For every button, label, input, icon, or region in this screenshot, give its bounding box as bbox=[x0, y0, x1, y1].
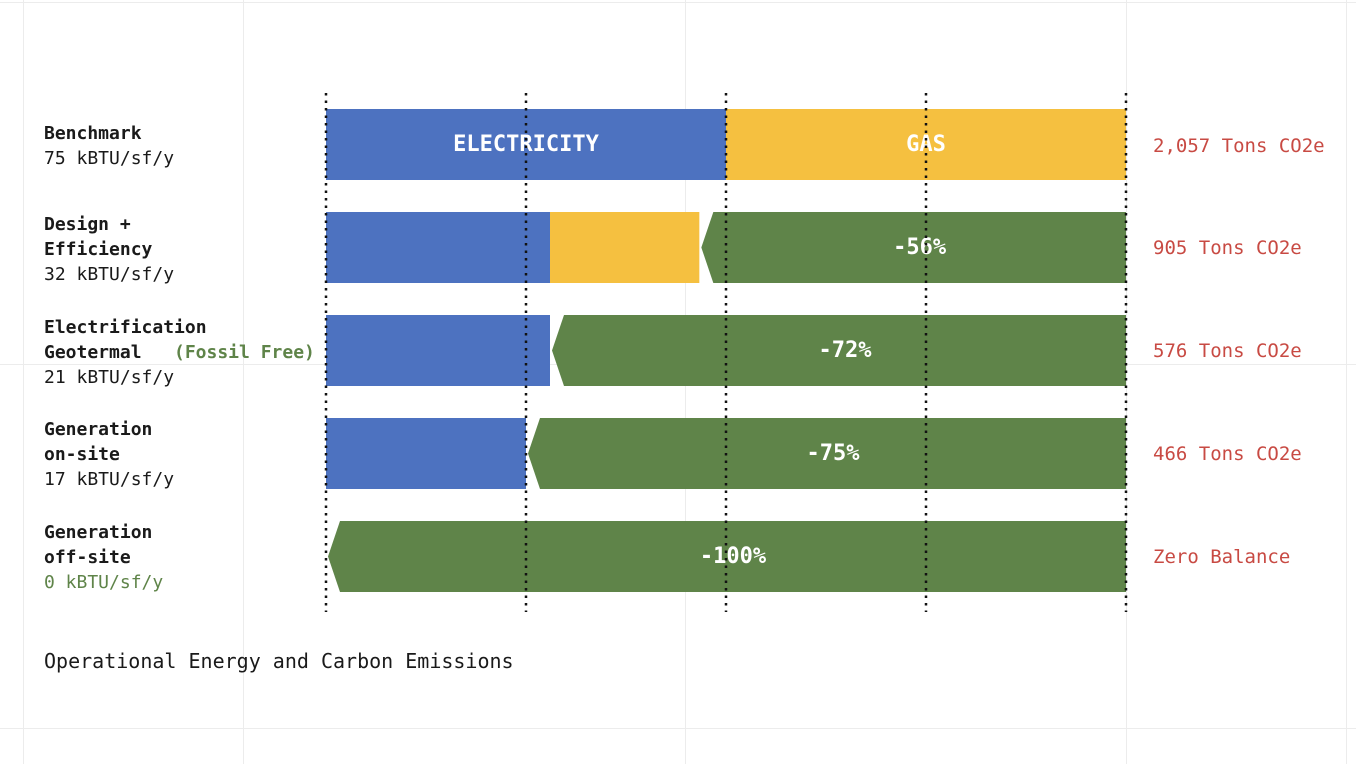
background-grid-line bbox=[243, 0, 244, 764]
electricity-bar bbox=[326, 315, 550, 386]
reduction-percent-label: -72% bbox=[819, 338, 873, 363]
reduction-arrow-bar bbox=[552, 315, 1126, 386]
emissions-label: 2,057 Tons CO2e bbox=[1153, 135, 1325, 157]
gas-segment-label: GAS bbox=[906, 132, 946, 157]
reduction-percent-label: -100% bbox=[700, 544, 767, 569]
fossil-free-note: (Fossil Free) bbox=[174, 342, 315, 363]
background-grid-line bbox=[0, 728, 1356, 729]
emissions-label: 576 Tons CO2e bbox=[1153, 340, 1302, 362]
electricity-bar bbox=[326, 212, 550, 283]
emissions-label: Zero Balance bbox=[1153, 546, 1291, 568]
emissions-label: 466 Tons CO2e bbox=[1153, 443, 1302, 465]
reduction-arrow-bar bbox=[528, 418, 1126, 489]
row-eui: 75 kBTU/sf/y bbox=[44, 148, 175, 169]
background-grid-line bbox=[23, 0, 24, 764]
reduction-arrow-bar bbox=[701, 212, 1126, 283]
row-eui: 0 kBTU/sf/y bbox=[44, 572, 164, 593]
row-label-design-efficiency: Design + Efficiency 32 kBTU/sf/y bbox=[44, 212, 184, 287]
row-name: Generation on-site bbox=[44, 419, 153, 465]
electricity-bar bbox=[326, 418, 526, 489]
row-eui: 17 kBTU/sf/y bbox=[44, 469, 175, 490]
reduction-percent-label: -75% bbox=[807, 441, 861, 466]
row-name: Generation off-site bbox=[44, 522, 153, 568]
row-label-benchmark: Benchmark 75 kBTU/sf/y bbox=[44, 121, 174, 171]
gas-bar bbox=[550, 212, 700, 283]
emissions-label: 905 Tons CO2e bbox=[1153, 237, 1302, 259]
background-grid-line bbox=[1126, 0, 1127, 764]
background-grid-line bbox=[1346, 0, 1347, 764]
row-eui: 21 kBTU/sf/y bbox=[44, 367, 175, 388]
background-grid-line bbox=[0, 2, 1356, 3]
row-label-electrification: Electrification Geotermal (Fossil Free) 2… bbox=[44, 315, 315, 390]
row-name: Electrification Geotermal bbox=[44, 317, 207, 363]
row-name: Benchmark bbox=[44, 123, 142, 144]
row-name: Design + Efficiency bbox=[44, 214, 153, 260]
row-eui: 32 kBTU/sf/y bbox=[44, 264, 175, 285]
row-label-generation-offsite: Generation off-site 0 kBTU/sf/y bbox=[44, 520, 184, 595]
chart-title: Operational Energy and Carbon Emissions bbox=[44, 649, 514, 673]
row-label-generation-onsite: Generation on-site 17 kBTU/sf/y bbox=[44, 417, 184, 492]
electricity-segment-label: ELECTRICITY bbox=[453, 132, 599, 157]
reduction-percent-label: -56% bbox=[893, 235, 947, 260]
